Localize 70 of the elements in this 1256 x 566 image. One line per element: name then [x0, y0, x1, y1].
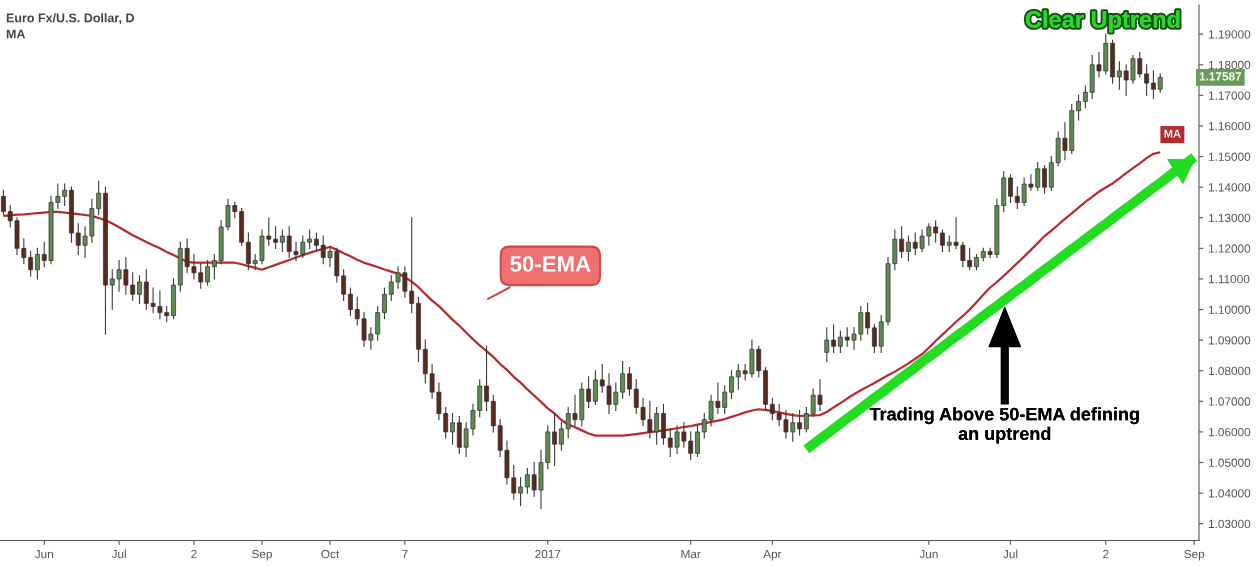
candlestick: [1151, 70, 1156, 99]
x-tick-label: 7: [402, 549, 408, 559]
candlestick: [1042, 165, 1047, 194]
candlestick: [593, 370, 598, 405]
candlestick: [559, 422, 564, 451]
candlestick: [1, 189, 6, 216]
candlestick: [940, 229, 945, 252]
candlestick: [824, 327, 830, 363]
candlestick: [280, 229, 285, 252]
candlestick: [314, 232, 319, 252]
candlestick: [1157, 73, 1163, 93]
candlestick: [797, 409, 802, 436]
y-tick-label: 1.17000: [1208, 91, 1251, 100]
text: Euro Fx/U.S. Dollar, D: [6, 13, 134, 25]
y-tick-label: 1.11000: [1208, 274, 1250, 284]
annotation: Trading Above 50-EMA defining an uptrend: [869, 407, 1139, 444]
candlestick: [1144, 64, 1149, 96]
candlestick: [586, 376, 591, 408]
candlestick: [205, 260, 210, 286]
y-tick-label: 1.04000: [1208, 489, 1251, 498]
candlestick: [552, 413, 557, 467]
candlestick: [838, 330, 843, 353]
x-tick-label: Jun: [919, 549, 938, 559]
x-tick-label: Apr: [763, 549, 782, 561]
x-tick-label: 2017: [535, 549, 561, 559]
y-tick-label: 1.12000: [1208, 244, 1251, 253]
candlestick: [450, 413, 455, 445]
y-tick-label: 1.10000: [1208, 305, 1251, 314]
candlestick: [35, 247, 40, 280]
y-tick-label: 1.05000: [1208, 458, 1251, 467]
candlestick: [1076, 94, 1081, 121]
candlestick: [865, 302, 870, 335]
text: 1.17587: [1199, 72, 1242, 81]
x-tick-label: Oct: [321, 549, 340, 559]
x-tick-label: Jul: [1003, 549, 1018, 559]
y-tick-label: 1.08000: [1208, 366, 1251, 376]
candlestick: [627, 367, 632, 396]
annotation: Clear Uptrend: [1025, 10, 1180, 33]
y-tick-label: 1.18000: [1208, 60, 1251, 70]
y-tick-label: 1.15000: [1208, 152, 1251, 161]
x-tick-label: 2: [191, 549, 197, 559]
y-tick-label: 1.19000: [1208, 30, 1251, 39]
candlestick: [137, 275, 142, 304]
y-tick-label: 1.06000: [1208, 427, 1251, 437]
candlestick: [1008, 174, 1013, 203]
candlestick: [831, 324, 836, 353]
x-tick-label: Jun: [34, 549, 53, 559]
x-tick-label: 2: [1103, 549, 1109, 559]
candlestick: [518, 477, 523, 506]
x-tick-label: Sep: [252, 549, 272, 561]
annotation: 50-EMA: [510, 256, 591, 272]
candlestick: [695, 425, 700, 457]
x-tick-label: Jul: [111, 549, 126, 559]
y-tick-label: 1.16000: [1208, 121, 1251, 131]
y-tick-label: 1.07000: [1208, 397, 1251, 406]
candlestick: [484, 345, 489, 412]
candlestick: [906, 235, 911, 262]
y-tick-label: 1.09000: [1208, 336, 1251, 345]
x-tick-label: Mar: [681, 549, 701, 559]
candlestick: [729, 370, 734, 399]
candlestick: [348, 287, 353, 317]
candlestick: [872, 324, 877, 353]
series-label: MA: [1164, 129, 1181, 138]
candlestick: [273, 226, 278, 249]
y-tick-label: 1.14000: [1208, 183, 1251, 192]
text: MA: [6, 29, 26, 39]
y-tick-label: 1.03000: [1208, 519, 1251, 529]
x-tick-label: Sep: [1184, 549, 1205, 561]
candlestick: [382, 287, 387, 320]
y-tick-label: 1.13000: [1208, 213, 1251, 223]
